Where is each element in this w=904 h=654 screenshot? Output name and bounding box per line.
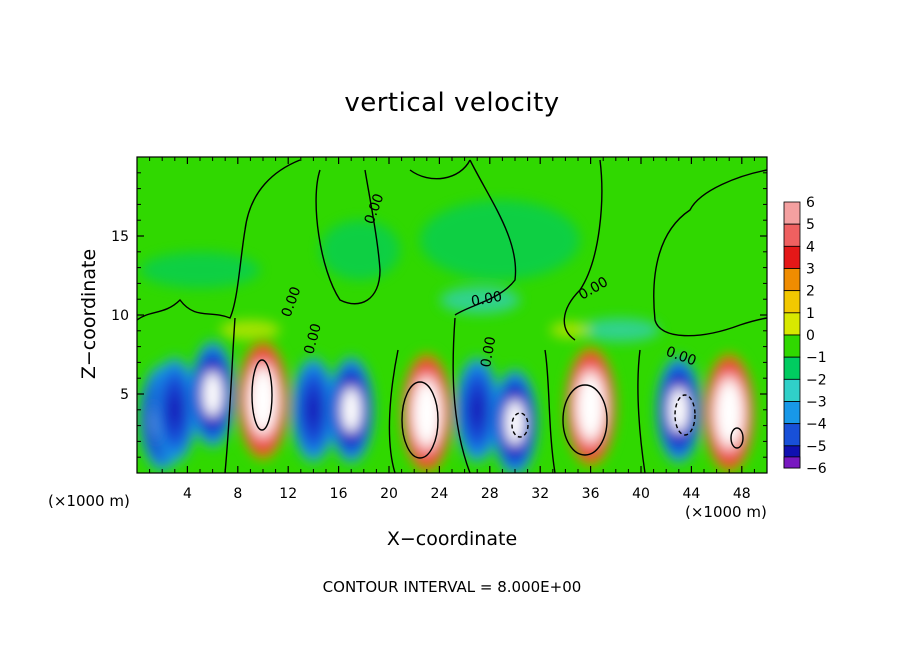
x-tick-label: 32 [531, 486, 549, 502]
velocity-cell-8 [491, 366, 539, 473]
colorbar-label: 1 [806, 306, 815, 322]
velocity-cell-1 [150, 353, 199, 466]
colorbar-swatch [783, 356, 801, 380]
colorbar-label: −2 [806, 372, 827, 388]
y-tick-label: 10 [111, 308, 129, 324]
contour-label: 0.00 [470, 289, 503, 310]
y-axis: 5 10 15 [111, 172, 767, 458]
colorbar-label: 6 [806, 195, 815, 211]
x-tick-label: 28 [481, 486, 499, 502]
colorbar-swatch [783, 334, 801, 358]
colorbar-swatch [783, 378, 801, 402]
colorbar-swatch [783, 401, 801, 425]
x-axis: 4 8 12 16 20 24 28 32 36 40 44 48 [149, 157, 755, 502]
colorbar-swatch [783, 245, 801, 269]
colorbar-label: 5 [806, 217, 815, 233]
colorbar-label: −5 [806, 439, 827, 455]
velocity-cell-7 [453, 353, 502, 466]
colorbar: 6 5 4 3 2 1 0 −1 −2 −3 −4 −5 −6 [783, 195, 827, 477]
velocity-cell-6 [400, 350, 453, 473]
velocity-cell-11 [703, 350, 756, 473]
contour-label: 0.00 [478, 335, 499, 368]
colorbar-swatch [783, 312, 801, 336]
colorbar-swatch [783, 223, 801, 247]
colorbar-swatch [783, 290, 801, 314]
colorbar-label: 0 [806, 328, 815, 344]
velocity-cell-4 [289, 353, 338, 466]
x-tick-label: 4 [183, 486, 192, 502]
colorbar-label: 3 [806, 262, 815, 278]
x-tick-label: 48 [733, 486, 751, 502]
colorbar-label: −3 [806, 395, 827, 411]
y-tick-label: 5 [120, 387, 129, 403]
x-axis-label: X−coordinate [386, 528, 518, 550]
colorbar-label: −4 [806, 417, 827, 433]
chart-title: vertical velocity [344, 88, 560, 118]
x-tick-label: 40 [632, 486, 650, 502]
contour-label: 0.00 [301, 322, 325, 356]
colorbar-swatch [783, 201, 801, 225]
velocity-cell-9 [564, 344, 617, 469]
x-tick-label: 20 [380, 486, 398, 502]
heatmap-field [137, 157, 767, 473]
velocity-cell-3 [237, 338, 289, 463]
x-tick-label: 36 [582, 486, 600, 502]
x-tick-label: 8 [233, 486, 242, 502]
colorbar-label: 4 [806, 239, 815, 255]
velocity-cell-10 [654, 353, 703, 466]
velocity-cell-5 [327, 353, 376, 466]
y-unit-label: (×1000 m) [48, 492, 130, 510]
colorbar-label: −6 [806, 461, 827, 477]
x-tick-label: 44 [682, 486, 700, 502]
contour-lines [137, 159, 767, 473]
colorbar-swatch [783, 268, 801, 292]
colorbar-swatch [783, 456, 801, 469]
contour-interval-note: CONTOUR INTERVAL = 8.000E+00 [322, 578, 582, 596]
colorbar-label: −1 [806, 350, 827, 366]
colorbar-label: 2 [806, 284, 815, 300]
colorbar-swatch [783, 423, 801, 447]
x-tick-label: 16 [330, 486, 348, 502]
x-tick-label: 12 [279, 486, 297, 502]
x-unit-label: (×1000 m) [685, 503, 767, 521]
x-tick-label: 24 [430, 486, 448, 502]
y-tick-label: 15 [111, 229, 129, 245]
velocity-cell-2 [188, 338, 237, 450]
